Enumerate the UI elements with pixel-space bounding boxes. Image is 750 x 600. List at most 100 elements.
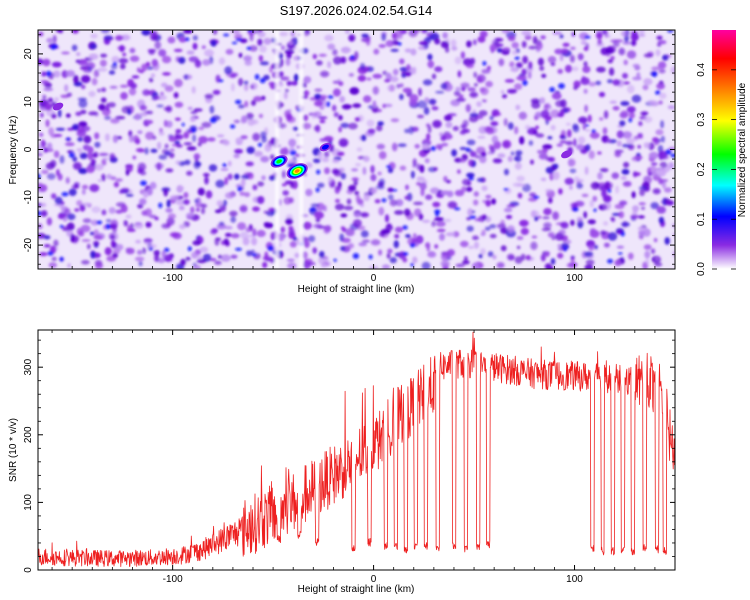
noise-blob <box>143 191 149 199</box>
noise-blob <box>233 153 240 159</box>
noise-blob <box>491 135 499 144</box>
noise-blob <box>543 208 552 216</box>
noise-blob <box>439 132 444 137</box>
noise-blob <box>174 117 181 121</box>
noise-blob <box>146 66 154 70</box>
noise-blob <box>216 200 224 207</box>
noise-blob <box>264 143 272 152</box>
noise-blob <box>539 97 546 104</box>
noise-blob <box>44 103 53 111</box>
x-tick-label: -100 <box>163 273 183 284</box>
noise-blob <box>71 30 79 34</box>
noise-blob <box>244 192 251 198</box>
noise-blob <box>648 151 659 160</box>
noise-blob <box>370 165 375 174</box>
noise-blob <box>66 92 73 97</box>
noise-blob <box>391 142 398 152</box>
noise-blob <box>363 193 370 202</box>
noise-blob <box>115 209 123 214</box>
noise-blob <box>599 168 609 173</box>
noise-blob <box>465 63 474 69</box>
noise-blob <box>125 193 134 197</box>
noise-blob <box>285 218 293 225</box>
colorbar-gradient <box>712 30 736 269</box>
noise-blob <box>427 53 433 61</box>
noise-blob <box>360 134 367 141</box>
noise-blob <box>323 135 334 142</box>
colorbar-tick-label: 0.3 <box>696 112 707 126</box>
noise-blob <box>544 263 552 269</box>
noise-blob <box>481 185 488 192</box>
noise-blob <box>257 181 265 187</box>
noise-blob <box>101 87 107 93</box>
noise-blob <box>135 239 142 244</box>
noise-blob <box>434 66 443 73</box>
noise-blob <box>246 146 255 154</box>
noise-blob <box>569 185 573 190</box>
noise-blob <box>38 58 44 65</box>
noise-blob <box>460 240 469 248</box>
noise-blob <box>113 181 119 188</box>
noise-blob <box>284 49 295 55</box>
noise-blob <box>76 148 82 152</box>
noise-blob <box>129 47 136 54</box>
noise-blob <box>372 86 379 95</box>
noise-blob <box>132 155 137 160</box>
noise-blob <box>623 161 630 168</box>
noise-blob <box>98 103 106 111</box>
noise-blob <box>536 112 541 118</box>
noise-blob <box>651 66 661 71</box>
noise-blob <box>183 142 192 146</box>
noise-blob <box>440 135 447 142</box>
chart-title: S197.2026.024.02.54.G14 <box>280 3 433 18</box>
noise-blob <box>656 82 665 90</box>
noise-blob <box>656 168 667 177</box>
noise-blob-strong <box>235 38 243 42</box>
noise-blob <box>571 66 579 72</box>
noise-blob <box>82 202 90 206</box>
noise-blob <box>119 84 129 88</box>
noise-blob <box>511 42 519 49</box>
noise-blob <box>71 44 78 51</box>
noise-blob <box>602 30 608 35</box>
noise-blob <box>412 30 421 33</box>
noise-blob <box>643 116 653 123</box>
noise-blob <box>389 257 397 264</box>
noise-blob <box>489 233 497 239</box>
noise-blob <box>40 202 47 208</box>
noise-blob <box>413 201 424 206</box>
noise-blob <box>151 59 158 67</box>
noise-blob <box>544 251 550 257</box>
noise-blob <box>164 150 171 156</box>
noise-blob <box>229 74 236 79</box>
noise-blob <box>659 161 668 168</box>
noise-blob <box>209 258 217 262</box>
noise-blob <box>581 193 589 198</box>
noise-blob <box>331 104 337 112</box>
noise-blob <box>660 135 665 143</box>
noise-blob <box>507 253 515 261</box>
noise-blob <box>420 188 425 197</box>
noise-blob-strong <box>607 188 612 193</box>
noise-blob <box>460 51 466 59</box>
noise-blob <box>246 250 253 257</box>
noise-blob <box>393 240 399 249</box>
noise-blob <box>581 40 587 46</box>
noise-blob <box>108 70 116 75</box>
noise-blob <box>261 136 267 143</box>
noise-blob <box>394 234 400 239</box>
noise-blob <box>485 127 495 135</box>
noise-blob <box>320 70 330 78</box>
noise-blob <box>239 191 246 196</box>
noise-blob <box>501 30 510 34</box>
noise-blob <box>224 225 233 230</box>
noise-blob <box>125 214 132 219</box>
noise-blob <box>302 221 312 230</box>
noise-blob-strong <box>667 30 674 33</box>
noise-blob <box>354 117 361 122</box>
noise-blob <box>340 46 351 54</box>
noise-blob <box>351 177 360 181</box>
noise-blob <box>191 251 199 259</box>
noise-blob <box>469 91 479 98</box>
noise-blob-strong <box>61 192 69 197</box>
